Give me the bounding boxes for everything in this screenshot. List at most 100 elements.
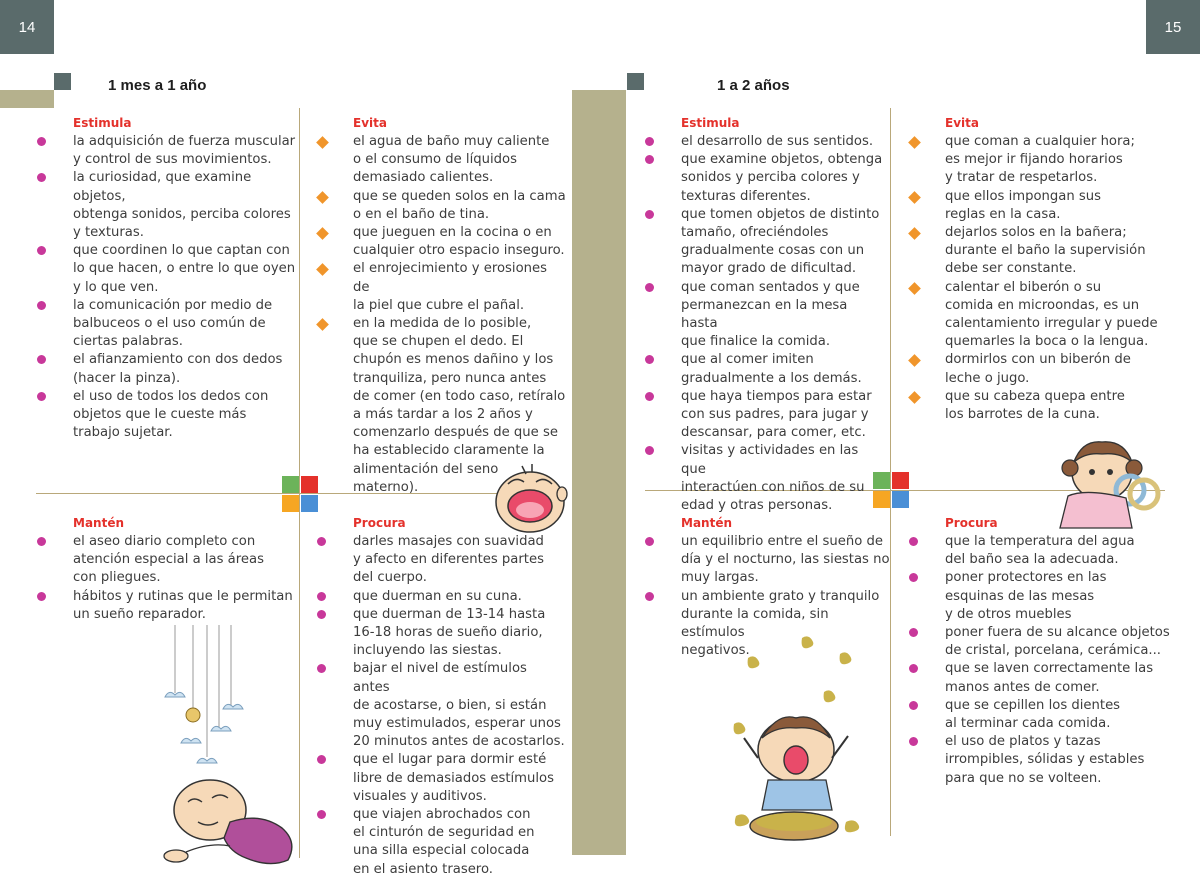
list-item: el uso de platos y tazas irrompibles, só… (909, 733, 1194, 788)
header-deco-square-right (627, 73, 644, 90)
bullet-dot-icon (37, 537, 46, 546)
list-item: que el lugar para dormir esté libre de d… (317, 751, 567, 806)
bullet-dot-icon (645, 282, 654, 292)
bullet-dot-icon (909, 664, 918, 674)
list-item: que se laven correctamente las manos ant… (909, 660, 1194, 696)
list-item: que coman a cualquier hora; es mejor ir … (908, 133, 1169, 188)
left-evita-block: Evita el agua de baño muy caliente o el … (316, 115, 567, 497)
bullet-dot-icon (645, 355, 654, 365)
list-item: un ambiente grato y tranquilo durante la… (645, 588, 890, 661)
bullet-dot-icon (645, 446, 654, 456)
left-evita-heading: Evita (353, 116, 387, 130)
list-item: el desarrollo de sus sentidos. (645, 133, 885, 151)
bullet-diamond-icon (908, 390, 921, 404)
bullet-diamond-icon (908, 354, 921, 368)
list-item: que duerman de 13-14 hasta 16-18 horas d… (317, 606, 567, 661)
bullet-diamond-icon (316, 190, 329, 204)
header-deco-square-left (54, 73, 71, 90)
bullet-dot-icon (317, 810, 326, 820)
list-item: que la temperatura del agua del baño sea… (909, 533, 1194, 569)
left-procura-heading: Procura (353, 516, 406, 530)
section-title-left: 1 mes a 1 año (108, 77, 207, 94)
right-evita-block: Evita que coman a cualquier hora; es mej… (908, 115, 1169, 424)
list-item: poner protectores en las esquinas de las… (909, 569, 1194, 624)
bullet-diamond-icon (316, 227, 329, 240)
list-item: poner fuera de su alcance objetos de cri… (909, 624, 1194, 660)
bullet-dot-icon (909, 628, 918, 638)
bullet-dot-icon (645, 591, 654, 601)
bullet-dot-icon (37, 246, 46, 256)
bullet-dot-icon (909, 537, 918, 546)
list-item: darles masajes con suavidad y afecto en … (317, 533, 567, 588)
list-item: hábitos y rutinas que le permitan un sue… (37, 588, 297, 624)
list-item: en la medida de lo posible, que se chupe… (316, 315, 567, 497)
right-procura-block: Procura que la temperatura del agua del … (909, 515, 1194, 788)
right-estimula-heading: Estimula (681, 116, 740, 130)
list-item: que haya tiempos para estar con sus padr… (645, 388, 885, 443)
left-manten-heading: Mantén (73, 516, 124, 530)
bullet-dot-icon (645, 137, 654, 146)
right-manten-heading: Mantén (681, 516, 732, 530)
bullet-diamond-icon (316, 136, 329, 149)
bullet-diamond-icon (316, 263, 329, 277)
bullet-dot-icon (909, 737, 918, 747)
page-number-left: 14 (0, 0, 54, 54)
bullet-dot-icon (317, 755, 326, 765)
divider-horizontal-right (645, 490, 1165, 491)
bullet-dot-icon (37, 300, 46, 310)
list-item: bajar el nivel de estímulos antes de aco… (317, 660, 567, 751)
spine-bar (572, 90, 626, 855)
list-item: que viajen abrochados con el cinturón de… (317, 806, 567, 879)
messy-eating-baby-illustration (733, 636, 860, 841)
header-deco-bar-left (0, 90, 54, 108)
list-item: visitas y actividades en las que interac… (645, 442, 885, 515)
bullet-dot-icon (645, 537, 654, 546)
right-manten-block: Mantén un equilibrio entre el sueño de d… (645, 515, 890, 660)
bullet-dot-icon (37, 391, 46, 401)
list-item: calentar el biberón o su comida en micro… (908, 279, 1169, 352)
bullet-dot-icon (645, 391, 654, 401)
divider-vertical-right (890, 108, 891, 836)
crying-baby-illustration (495, 464, 568, 533)
section-title-right: 1 a 2 años (717, 77, 790, 94)
color-square-marker-right (873, 472, 909, 508)
list-item: que jueguen en la cocina o en cualquier … (316, 224, 567, 260)
page-number-right: 15 (1146, 0, 1200, 54)
crawling-baby-illustration (163, 779, 293, 865)
bullet-dot-icon (645, 155, 654, 165)
bullet-dot-icon (37, 355, 46, 365)
list-item: que coordinen lo que captan con lo que h… (37, 242, 297, 297)
divider-vertical-left (299, 108, 300, 858)
bullet-diamond-icon (908, 136, 921, 149)
list-item: el agua de baño muy caliente o el consum… (316, 133, 567, 188)
list-item: que duerman en su cuna. (317, 588, 567, 606)
bullet-dot-icon (645, 209, 654, 219)
list-item: que se cepillen los dientes al terminar … (909, 697, 1194, 733)
list-item: dejarlos solos en la bañera; durante el … (908, 224, 1169, 279)
bullet-dot-icon (37, 173, 46, 183)
right-procura-heading: Procura (945, 516, 998, 530)
list-item: que se queden solos en la cama o en el b… (316, 188, 567, 224)
list-item: que al comer imiten gradualmente a los d… (645, 351, 885, 387)
list-item: que coman sentados y que permanezcan en … (645, 279, 885, 352)
list-item: el aseo diario completo con atención esp… (37, 533, 297, 588)
list-item: la curiosidad, que examine objetos, obte… (37, 169, 297, 242)
bullet-diamond-icon (908, 190, 921, 204)
list-item: que tomen objetos de distinto tamaño, of… (645, 206, 885, 279)
list-item: el uso de todos los dedos con objetos qu… (37, 388, 297, 443)
bullet-diamond-icon (316, 318, 329, 331)
list-item: la comunicación por medio de balbuceos o… (37, 297, 297, 352)
bullet-dot-icon (909, 700, 918, 710)
list-item: la adquisición de fuerza muscular y cont… (37, 133, 297, 169)
list-item: que examine objetos, obtenga sonidos y p… (645, 151, 885, 206)
list-item: un equilibrio entre el sueño de día y el… (645, 533, 890, 588)
right-evita-heading: Evita (945, 116, 979, 130)
left-procura-block: Procura darles masajes con suavidad y af… (317, 515, 567, 879)
bullet-dot-icon (317, 537, 326, 546)
bullet-dot-icon (317, 591, 326, 601)
list-item: que ellos impongan sus reglas en la casa… (908, 188, 1169, 224)
bullet-diamond-icon (908, 227, 921, 240)
girl-with-toy-illustration (1059, 441, 1161, 529)
bullet-dot-icon (37, 591, 46, 601)
left-estimula-block: Estimula la adquisición de fuerza muscul… (37, 115, 297, 442)
